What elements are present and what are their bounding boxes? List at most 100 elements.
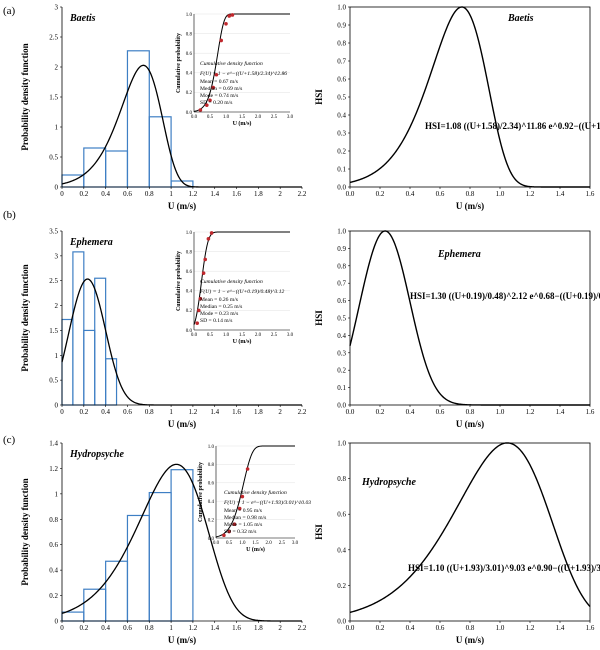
x-tick-label: 1 xyxy=(169,408,173,416)
hsi-x-tick-label: 0.0 xyxy=(346,190,355,198)
cdf-inset: 0.0 0.5 1.0 1.5 2.0 2.5 3.00.00.20.40.60.81.0U… xyxy=(176,13,294,127)
inset-x-tick-label: 3.0 xyxy=(292,541,299,546)
inset-y-tick-label: 0.8 xyxy=(186,250,193,255)
species-label: Baetis xyxy=(69,13,96,24)
hsi-y-tick-label: 0.0 xyxy=(337,402,346,410)
hsi-panel: 0.0 0.2 0.4 0.6 0.8 1.0 1.2 1.4 1.6 0.0 0.1 0.2 0.3 0… xyxy=(314,4,600,212)
x-tick-label: 0.6 xyxy=(123,408,132,416)
histogram-bar xyxy=(126,514,150,622)
inset-y-tick-label: 1.0 xyxy=(186,231,193,236)
inset-x-tick-label: 3.0 xyxy=(287,115,294,120)
x-tick-label: 2.2 xyxy=(298,408,307,416)
histogram-bar xyxy=(126,50,150,188)
cdf-point xyxy=(227,14,231,18)
hsi-x-tick-label: 0.4 xyxy=(406,408,415,416)
inset-y-tick-label: 0.2 xyxy=(186,309,193,314)
hsi-y-tick-label: 0.4 xyxy=(337,546,346,554)
hsi-y-axis-label: HSI xyxy=(314,310,324,326)
cdf-point xyxy=(240,494,245,499)
y-tick-label: 2 xyxy=(55,64,59,72)
y-tick-label: 3.5 xyxy=(49,228,58,236)
x-tick-label: 1.2 xyxy=(189,624,198,632)
panel-letter: (a) xyxy=(3,5,16,17)
inset-heading: Cumulative density function xyxy=(200,60,263,67)
hsi-y-tick-label: 0.4 xyxy=(337,112,346,120)
y-tick-label: 1 xyxy=(55,124,59,132)
hsi-y-tick-label: 0.5 xyxy=(337,315,346,323)
inset-formula: F(U) = 1 − e^−((U+1.93)/3.01)^10.03 xyxy=(223,499,311,506)
histogram-bar xyxy=(61,611,85,622)
hsi-x-tick-label: 1.6 xyxy=(586,190,595,198)
x-tick-label: 2 xyxy=(278,190,282,198)
hsi-y-tick-label: 0.3 xyxy=(337,349,346,357)
inset-x-axis-label: U (m/s) xyxy=(246,546,265,553)
inset-y-tick-label: 0.0 xyxy=(208,537,215,542)
inset-x-tick-label: 2.5 xyxy=(271,115,278,120)
hsi-formula: HSI=1.10 ((U+1.93)/3.01)^9.03 e^0.90−((U… xyxy=(408,563,600,573)
cdf-point xyxy=(230,13,235,17)
hsi-y-tick-label: 0.2 xyxy=(337,148,346,156)
inset-x-tick-label: 1.5 xyxy=(252,541,259,546)
y-tick-label: 1.2 xyxy=(49,465,58,473)
inset-stat: Median = 0.25 m/s xyxy=(200,304,242,310)
hsi-x-tick-label: 0.8 xyxy=(466,190,475,198)
histogram-bar xyxy=(148,491,172,622)
inset-x-tick-label: 2.5 xyxy=(271,333,278,338)
histogram-bar xyxy=(105,560,129,622)
hsi-x-axis-label: U (m/s) xyxy=(456,635,484,645)
hsi-x-tick-label: 1.2 xyxy=(526,190,535,198)
hsi-x-tick-label: 0.8 xyxy=(466,624,475,632)
hsi-x-tick-label: 0.8 xyxy=(466,408,475,416)
cdf-point xyxy=(245,467,250,471)
x-axis-label: U (m/s) xyxy=(168,419,196,429)
y-tick-label: 1.5 xyxy=(49,327,58,335)
hsi-y-tick-label: 0.9 xyxy=(337,245,346,253)
x-tick-label: 0.6 xyxy=(123,190,132,198)
x-tick-label: 2.2 xyxy=(298,190,307,198)
inset-x-tick-label: 1.0 xyxy=(223,115,230,120)
hsi-y-tick-label: 0.8 xyxy=(337,262,346,270)
x-tick-label: 0 xyxy=(60,408,64,416)
inset-y-tick-label: 0.0 xyxy=(186,111,193,116)
inset-y-tick-label: 0.4 xyxy=(186,72,193,77)
y-tick-label: 3 xyxy=(55,4,59,12)
inset-y-tick-label: 0.8 xyxy=(186,32,193,37)
inset-x-axis-label: U (m/s) xyxy=(233,120,252,127)
inset-x-tick-label: 1.0 xyxy=(223,333,230,338)
x-tick-label: 0.8 xyxy=(145,624,154,632)
inset-x-tick-label: 0.5 xyxy=(207,115,214,120)
y-tick-label: 0.8 xyxy=(49,516,58,524)
inset-stat: Mode = 1.05 m/s xyxy=(224,522,262,528)
x-tick-label: 0.2 xyxy=(79,190,88,198)
x-tick-label: 0.8 xyxy=(145,190,154,198)
cdf-point xyxy=(237,506,242,511)
hsi-curve xyxy=(349,230,590,406)
x-tick-label: 1.4 xyxy=(210,408,219,416)
hsi-y-tick-label: 0.6 xyxy=(337,76,346,84)
inset-stat: SD = 0.20 m/s xyxy=(200,100,232,106)
inset-heading: Cumulative density function xyxy=(200,278,263,285)
inset-stat: Mode = 0.23 m/s xyxy=(200,311,238,317)
hsi-y-tick-label: 1.0 xyxy=(337,4,346,12)
x-tick-label: 0.8 xyxy=(145,408,154,416)
panel-row-hydropsyche: (c) 0 0.2 0.4 0.6 0.8 1 1.2 1.4 1.6 1.8 2 2.2 0 0.2 0.4… xyxy=(3,434,600,645)
hsi-y-axis-label: HSI xyxy=(314,89,324,105)
cdf-inset: 0.0 0.5 1.0 1.5 2.0 2.5 3.00.00.20.40.60.81.0U… xyxy=(198,445,311,553)
hsi-x-tick-label: 1.6 xyxy=(586,408,595,416)
hsi-y-tick-label: 0.1 xyxy=(337,384,346,392)
inset-heading: Cumulative density function xyxy=(224,489,287,496)
fitted-cdf-curve xyxy=(193,231,290,325)
x-tick-label: 1.4 xyxy=(210,190,219,198)
y-tick-label: 0.5 xyxy=(49,154,58,162)
species-label: Hydropsyche xyxy=(69,449,124,460)
cdf-point xyxy=(211,85,215,90)
inset-x-tick-label: 3.0 xyxy=(287,333,294,338)
histogram-bar xyxy=(105,358,118,406)
hsi-panel: 0.0 0.2 0.4 0.6 0.8 1.0 1.2 1.4 1.6 0.0 0.2 0.4 0.6 0… xyxy=(314,440,600,646)
y-tick-label: 3 xyxy=(55,252,59,260)
hsi-x-tick-label: 0.6 xyxy=(436,624,445,632)
cdf-point xyxy=(206,237,211,241)
inset-x-axis-label: U (m/s) xyxy=(233,338,252,345)
cdf-point xyxy=(219,38,223,43)
inset-x-tick-label: 1.5 xyxy=(239,115,246,120)
